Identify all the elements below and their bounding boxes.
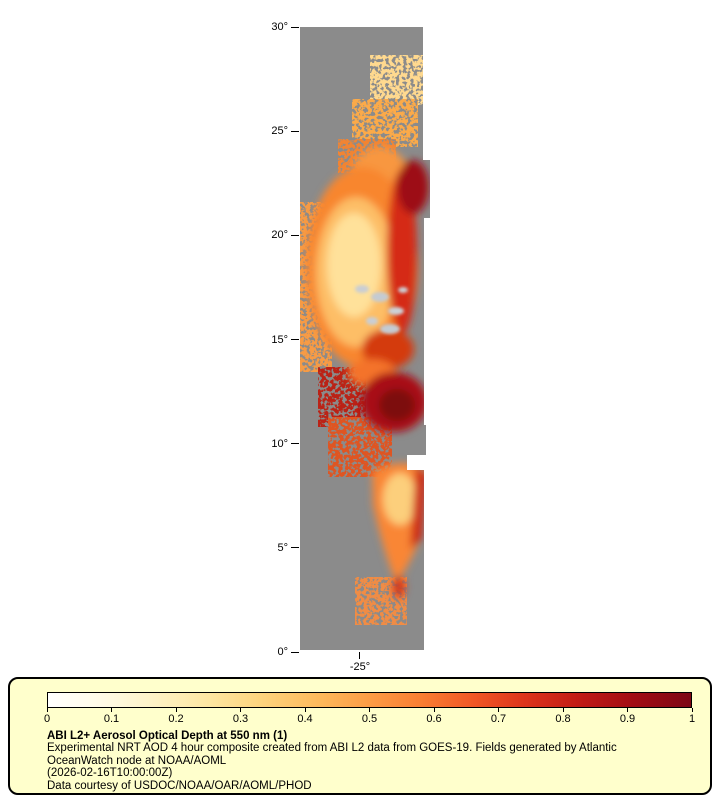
y-axis-label: 30° — [271, 21, 288, 33]
aod-map-raster — [300, 27, 430, 650]
map-plot: 30° 25° 20° 15° 10° 5° 0° -25° — [271, 21, 430, 673]
y-axis-tick — [291, 443, 299, 445]
y-axis-tick — [291, 547, 299, 549]
colorbar-tick-label: 0.3 — [232, 713, 249, 725]
colorbar-tick-label: 0.8 — [555, 713, 571, 725]
colorbar-tick — [433, 708, 435, 712]
y-axis-tick — [291, 26, 299, 28]
colorbar-tick-label: 0.1 — [103, 713, 120, 725]
y-axis-label: 20° — [271, 229, 288, 242]
legend-captions: ABI L2+ Aerosol Optical Depth at 550 nm … — [47, 730, 617, 792]
colorbar-tick — [46, 708, 48, 712]
colorbar-ticks: 0 0.1 0.2 0.3 0.4 0.5 0.6 0.7 0.8 0.9 1 — [10, 679, 710, 793]
y-axis-tick — [291, 651, 299, 653]
legend-caption-line-3: (2026-02-16T10:00:00Z) — [47, 767, 173, 780]
colorbar-tick — [369, 708, 370, 712]
x-axis-label: -25° — [349, 661, 371, 673]
legend-box: 0 0.1 0.2 0.3 0.4 0.5 0.6 0.7 0.8 0.9 1 ABI L2+ Ae… — [8, 677, 712, 795]
colorbar-tick-label: 0.7 — [490, 713, 507, 725]
colorbar-tick — [691, 708, 693, 712]
colorbar-tick — [498, 708, 499, 712]
y-axis-label: 15° — [271, 333, 288, 346]
legend-title: ABI L2+ Aerosol Optical Depth at 550 nm … — [47, 730, 288, 742]
colorbar-tick-label: 0.9 — [619, 713, 636, 725]
legend-caption-line-4: Data courtesy of USDOC/NOAA/OAR/AOML/PHO… — [47, 779, 312, 792]
x-axis-tick — [359, 652, 360, 659]
y-axis-label: 25° — [271, 125, 288, 138]
legend-caption-line-2: OceanWatch node at NOAA/AOML — [47, 754, 227, 767]
colorbar — [47, 692, 692, 708]
y-axis-label: 10° — [271, 437, 288, 450]
colorbar-tick — [111, 708, 112, 712]
colorbar-tick — [175, 708, 177, 712]
y-axis-label: 0° — [277, 646, 288, 658]
colorbar-tick — [304, 708, 306, 712]
colorbar-tick — [627, 708, 628, 712]
colorbar-tick-label: 0 — [43, 713, 51, 725]
legend-caption-line-1: Experimental NRT AOD 4 hour composite cr… — [47, 742, 617, 755]
colorbar-tick-label: 1 — [688, 713, 696, 725]
cloud-patches — [355, 285, 408, 334]
y-axis-tick — [291, 130, 299, 132]
colorbar-tick — [240, 708, 241, 712]
y-axis-tick — [291, 339, 299, 340]
colorbar-tick-label: 0.6 — [426, 713, 442, 725]
colorbar-tick-label: 0.4 — [297, 713, 313, 725]
colorbar-tick — [562, 708, 564, 712]
y-axis-label: 5° — [277, 541, 288, 554]
colorbar-tick-label: 0.5 — [361, 713, 378, 725]
y-axis-tick — [291, 234, 299, 236]
aerosol-field — [300, 55, 429, 625]
colorbar-tick-label: 0.2 — [168, 713, 184, 725]
